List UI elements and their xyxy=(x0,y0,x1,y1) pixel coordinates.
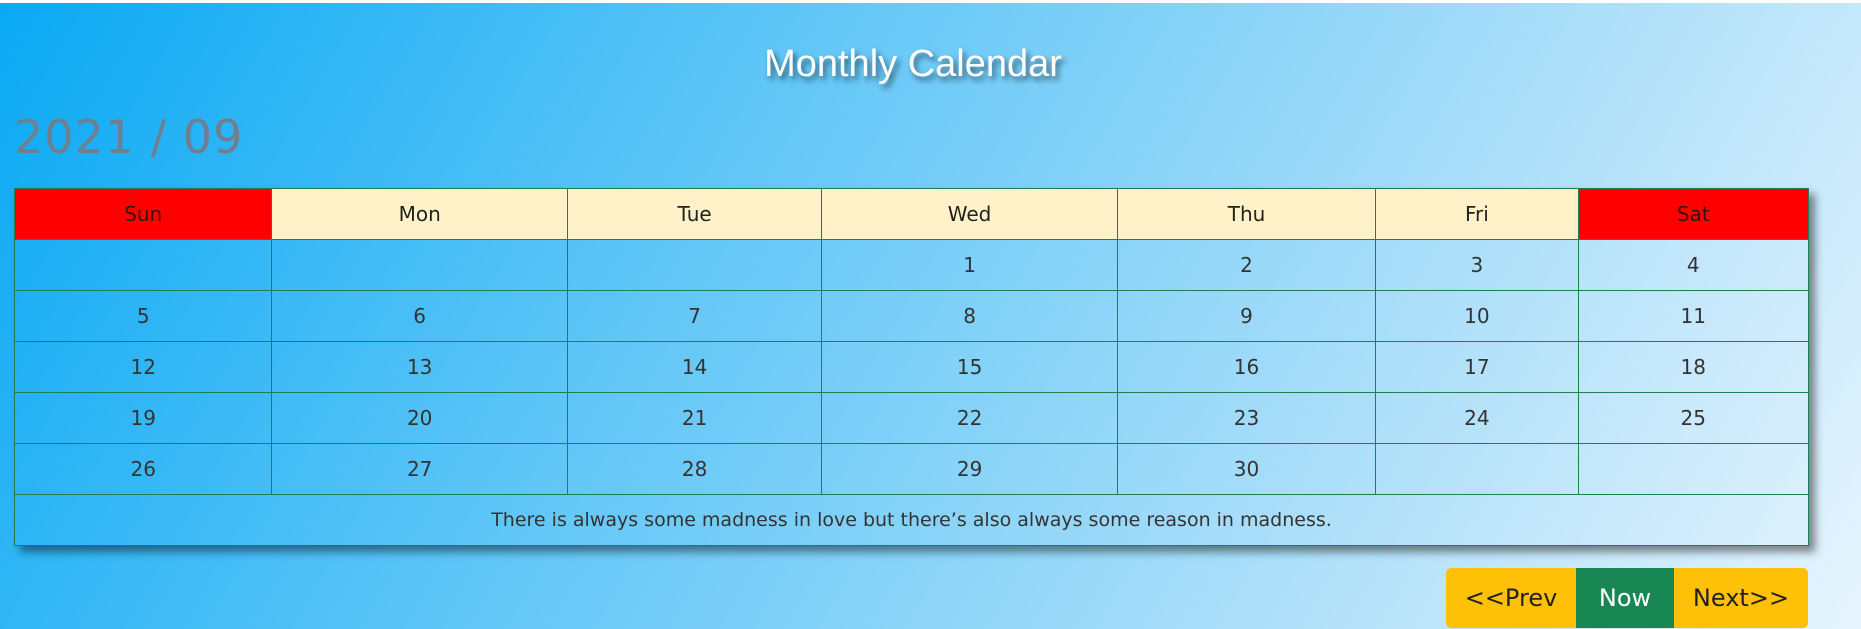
week-row: 1 2 3 4 xyxy=(13,239,1810,291)
day-cell: 1 xyxy=(821,239,1118,291)
day-cell: 26 xyxy=(13,443,273,495)
day-cell: 4 xyxy=(1577,239,1810,291)
day-cell xyxy=(271,239,568,291)
weekday-header-row: Sun Mon Tue Wed Thu Fri Sat xyxy=(13,188,1810,240)
day-cell: 21 xyxy=(566,392,823,444)
day-cell: 15 xyxy=(821,341,1118,393)
day-cell: 11 xyxy=(1577,290,1810,342)
weekday-header-sat: Sat xyxy=(1577,188,1810,240)
day-cell: 22 xyxy=(821,392,1118,444)
day-cell: 2 xyxy=(1116,239,1377,291)
week-row: 5 6 7 8 9 10 11 xyxy=(13,290,1810,342)
current-month-label: 2021 / 09 xyxy=(14,110,244,164)
day-cell: 3 xyxy=(1375,239,1579,291)
weekday-header-tue: Tue xyxy=(566,188,823,240)
week-row: 26 27 28 29 30 xyxy=(13,443,1810,495)
day-cell xyxy=(1577,443,1810,495)
prev-month-button[interactable]: <<Prev xyxy=(1446,568,1576,628)
day-cell: 6 xyxy=(271,290,568,342)
day-cell: 18 xyxy=(1577,341,1810,393)
day-cell: 23 xyxy=(1116,392,1377,444)
day-cell: 10 xyxy=(1375,290,1579,342)
weekday-header-thu: Thu xyxy=(1116,188,1377,240)
calendar-quote: There is always some madness in love but… xyxy=(14,494,1809,546)
day-cell: 27 xyxy=(271,443,568,495)
day-cell: 28 xyxy=(566,443,823,495)
page-title: Monthly Calendar xyxy=(764,43,1062,85)
day-cell: 25 xyxy=(1577,392,1810,444)
day-cell: 24 xyxy=(1375,392,1579,444)
day-cell: 30 xyxy=(1116,443,1377,495)
day-cell: 13 xyxy=(271,341,568,393)
quote-row: There is always some madness in love but… xyxy=(14,494,1809,546)
day-cell: 20 xyxy=(271,392,568,444)
next-month-button[interactable]: Next>> xyxy=(1674,568,1808,628)
weekday-header-wed: Wed xyxy=(821,188,1118,240)
month-navigation: <<Prev Now Next>> xyxy=(1446,568,1808,628)
day-cell: 12 xyxy=(13,341,273,393)
day-cell: 19 xyxy=(13,392,273,444)
day-cell: 29 xyxy=(821,443,1118,495)
weekday-header-sun: Sun xyxy=(13,188,273,240)
day-cell: 5 xyxy=(13,290,273,342)
day-cell: 9 xyxy=(1116,290,1377,342)
day-cell: 7 xyxy=(566,290,823,342)
day-cell xyxy=(13,239,273,291)
day-cell: 16 xyxy=(1116,341,1377,393)
day-cell xyxy=(566,239,823,291)
current-month-button[interactable]: Now xyxy=(1576,568,1674,628)
calendar-table: Sun Mon Tue Wed Thu Fri Sat 1 2 3 4 5 6 … xyxy=(13,188,1810,546)
week-row: 12 13 14 15 16 17 18 xyxy=(13,341,1810,393)
weekday-header-mon: Mon xyxy=(271,188,568,240)
day-cell: 17 xyxy=(1375,341,1579,393)
weekday-header-fri: Fri xyxy=(1375,188,1579,240)
day-cell: 14 xyxy=(566,341,823,393)
week-row: 19 20 21 22 23 24 25 xyxy=(13,392,1810,444)
day-cell: 8 xyxy=(821,290,1118,342)
day-cell xyxy=(1375,443,1579,495)
